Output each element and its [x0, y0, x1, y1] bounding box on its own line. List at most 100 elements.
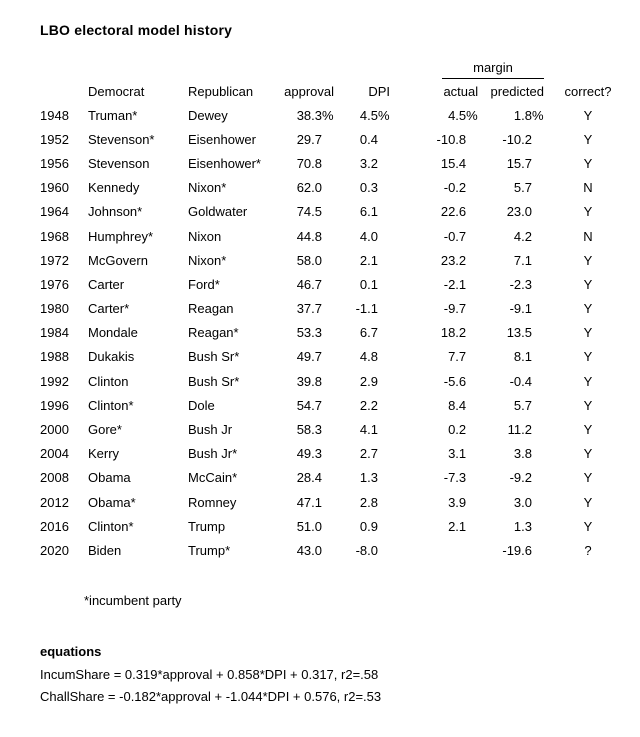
correct-cell: Y: [583, 325, 593, 341]
page-title: LBO electoral model history: [40, 22, 233, 38]
democrat-cell: Obama: [88, 470, 131, 486]
correct-cell: Y: [583, 373, 593, 389]
correct-cell: Y: [583, 276, 593, 292]
republican-cell: Nixon*: [188, 252, 227, 268]
approval-cell: 58.0: [296, 252, 322, 268]
democrat-cell: Dukakis: [88, 349, 135, 365]
column-header-row: Democrat Republican approval DPI actual …: [40, 79, 632, 103]
approval-cell: 74.5: [296, 204, 322, 220]
democrat-cell: Kennedy: [88, 180, 140, 196]
predicted-margin-cell: -9.2: [509, 470, 532, 486]
actual-margin-cell: 23.2: [440, 252, 467, 268]
table-row: 2008 Obama McCain* 28.4 1.3 -7.3 -9.2 Y: [40, 466, 632, 490]
democrat-cell: Stevenson: [88, 155, 150, 171]
democrat-cell: Johnson*: [88, 204, 143, 220]
correct-cell: Y: [583, 131, 593, 147]
approval-cell: 54.7: [296, 397, 322, 413]
actual-margin-cell: -7.3: [443, 470, 467, 486]
actual-margin-cell: [424, 538, 478, 562]
year-column-header: [40, 79, 88, 103]
predicted-column-header: predicted: [490, 83, 544, 99]
spacer-cell: [390, 538, 424, 562]
predicted-margin-cell: -2.3: [509, 276, 532, 292]
year-cell: 1964: [40, 204, 69, 220]
actual-margin-cell: -10.8: [436, 131, 467, 147]
year-cell: 2004: [40, 446, 69, 462]
spacer-cell: [390, 297, 424, 321]
year-cell: 2012: [40, 494, 69, 510]
predicted-margin-cell: 7.1: [513, 252, 532, 268]
actual-margin-cell: 8.4: [448, 397, 467, 413]
democrat-cell: Mondale: [88, 325, 138, 341]
predicted-margin-cell: 4.2: [513, 228, 532, 244]
dpi-cell: -8.0: [355, 542, 378, 558]
table-row: 1968 Humphrey* Nixon 44.8 4.0 -0.7 4.2 N: [40, 224, 632, 248]
republican-cell: McCain*: [188, 470, 238, 486]
year-cell: 2020: [40, 542, 69, 558]
spacer-cell: [390, 272, 424, 296]
table-row: 1964 Johnson* Goldwater 74.5 6.1 22.6 23…: [40, 200, 632, 224]
predicted-margin-cell: -19.6: [502, 542, 532, 558]
table-row: 2016 Clinton* Trump 51.0 0.9 2.1 1.3 Y: [40, 514, 632, 538]
incumshare-equation: IncumShare = 0.319*approval + 0.858*DPI …: [40, 667, 379, 682]
predicted-margin-cell: 1.8%: [513, 107, 544, 123]
predicted-margin-cell: 15.7: [506, 155, 532, 171]
dpi-cell: 3.2: [359, 155, 378, 171]
correct-cell: N: [583, 180, 593, 196]
table-row: 1948 Truman* Dewey 38.3% 4.5% 4.5% 1.8% …: [40, 103, 632, 127]
actual-margin-cell: -9.7: [443, 301, 467, 317]
democrat-cell: Clinton: [88, 373, 129, 389]
spacer-cell: [390, 345, 424, 369]
predicted-margin-cell: -10.2: [502, 131, 532, 147]
republican-cell: Reagan*: [188, 325, 239, 341]
correct-cell: Y: [583, 397, 593, 413]
table-row: 2000 Gore* Bush Jr 58.3 4.1 0.2 11.2 Y: [40, 417, 632, 441]
margin-group-cell: margin: [424, 53, 544, 79]
year-cell: 2000: [40, 422, 69, 438]
year-cell: 1956: [40, 155, 69, 171]
approval-cell: 49.3: [296, 446, 322, 462]
correct-cell: Y: [583, 252, 593, 268]
dpi-cell: 0.1: [359, 276, 378, 292]
percent-suffix: %: [466, 107, 478, 123]
correct-cell: Y: [583, 470, 593, 486]
margin-group-row: margin: [40, 53, 632, 79]
democrat-cell: Humphrey*: [88, 228, 154, 244]
electoral-history-table: margin Democrat Republican approval DPI …: [40, 53, 632, 563]
approval-cell: 43.0: [296, 542, 322, 558]
correct-cell: Y: [583, 107, 593, 123]
dpi-cell: 2.8: [359, 494, 378, 510]
predicted-margin-cell: 5.7: [513, 180, 532, 196]
approval-cell: 29.7: [296, 131, 322, 147]
approval-cell: 44.8: [296, 228, 322, 244]
table-row: 1980 Carter* Reagan 37.7 -1.1 -9.7 -9.1 …: [40, 297, 632, 321]
year-cell: 1976: [40, 276, 69, 292]
actual-margin-cell: -0.2: [443, 180, 467, 196]
correct-cell: ?: [584, 542, 592, 558]
democrat-cell: Kerry: [88, 446, 120, 462]
approval-cell: 58.3: [296, 422, 322, 438]
republican-cell: Bush Sr*: [188, 373, 240, 389]
correct-cell: Y: [583, 204, 593, 220]
spacer-cell: [390, 369, 424, 393]
dpi-cell: 0.4: [359, 131, 378, 147]
table-row: 1984 Mondale Reagan* 53.3 6.7 18.2 13.5 …: [40, 321, 632, 345]
predicted-margin-cell: 3.8: [513, 446, 532, 462]
actual-margin-cell: 18.2: [440, 325, 467, 341]
margin-group-label: margin: [442, 60, 544, 79]
correct-column-header: correct?: [564, 83, 612, 99]
republican-cell: Ford*: [188, 276, 220, 292]
republican-cell: Nixon*: [188, 180, 227, 196]
republican-cell: Romney: [188, 494, 237, 510]
predicted-margin-cell: 11.2: [507, 422, 532, 438]
equations-heading: equations: [40, 644, 102, 659]
correct-cell: Y: [583, 422, 593, 438]
republican-cell: Bush Jr: [188, 422, 233, 438]
democrat-cell: Carter*: [88, 301, 130, 317]
year-cell: 1960: [40, 180, 69, 196]
dpi-cell: 4.1: [359, 422, 378, 438]
dpi-cell: 4.0: [359, 228, 378, 244]
democrat-cell: Stevenson*: [88, 131, 155, 147]
table-body: 1948 Truman* Dewey 38.3% 4.5% 4.5% 1.8% …: [40, 103, 632, 563]
dpi-cell: 2.9: [359, 373, 378, 389]
